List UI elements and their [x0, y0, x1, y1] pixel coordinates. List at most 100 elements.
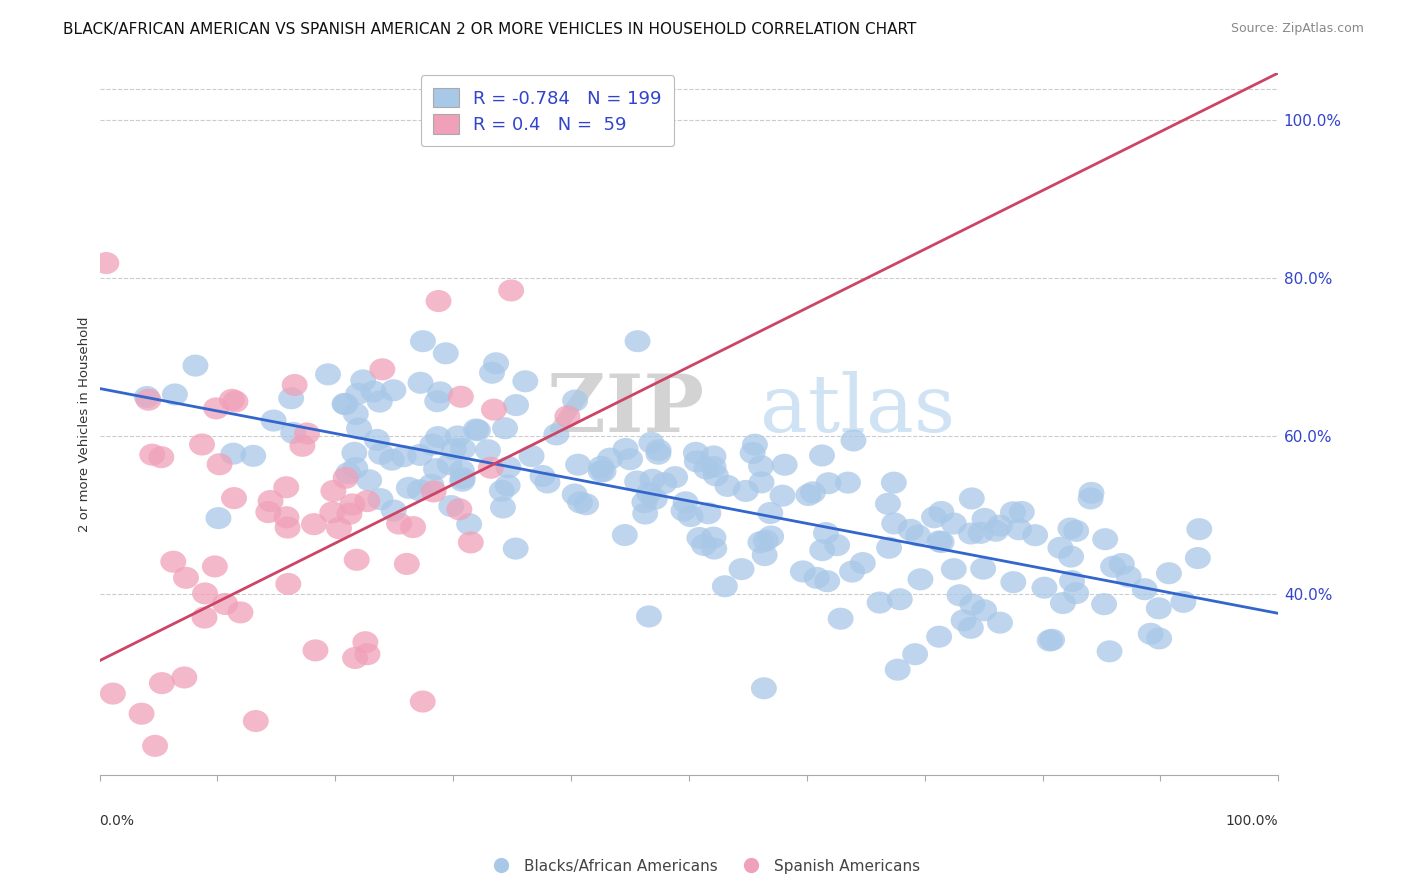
Ellipse shape — [367, 391, 392, 413]
Ellipse shape — [204, 397, 229, 419]
Ellipse shape — [302, 640, 329, 662]
Ellipse shape — [478, 457, 503, 479]
Ellipse shape — [423, 458, 449, 480]
Ellipse shape — [301, 513, 328, 535]
Ellipse shape — [315, 363, 342, 385]
Ellipse shape — [276, 573, 301, 595]
Ellipse shape — [640, 468, 665, 491]
Ellipse shape — [612, 524, 638, 546]
Ellipse shape — [134, 386, 160, 408]
Ellipse shape — [256, 501, 281, 523]
Ellipse shape — [350, 369, 377, 392]
Ellipse shape — [1187, 518, 1212, 541]
Ellipse shape — [1132, 578, 1157, 600]
Ellipse shape — [450, 470, 475, 491]
Ellipse shape — [183, 354, 208, 376]
Ellipse shape — [475, 439, 501, 461]
Ellipse shape — [205, 507, 232, 529]
Ellipse shape — [758, 502, 783, 524]
Ellipse shape — [326, 517, 352, 540]
Ellipse shape — [624, 330, 651, 352]
Ellipse shape — [882, 472, 907, 493]
Ellipse shape — [449, 385, 474, 408]
Ellipse shape — [1007, 518, 1032, 541]
Ellipse shape — [221, 442, 246, 465]
Ellipse shape — [733, 480, 759, 502]
Ellipse shape — [93, 252, 120, 274]
Ellipse shape — [343, 403, 368, 425]
Ellipse shape — [967, 522, 994, 544]
Ellipse shape — [1039, 629, 1066, 651]
Ellipse shape — [875, 492, 901, 515]
Ellipse shape — [686, 527, 713, 549]
Ellipse shape — [406, 479, 433, 501]
Ellipse shape — [394, 553, 420, 575]
Ellipse shape — [841, 429, 866, 451]
Ellipse shape — [463, 418, 489, 441]
Ellipse shape — [1059, 546, 1084, 567]
Ellipse shape — [804, 566, 830, 589]
Text: BLACK/AFRICAN AMERICAN VS SPANISH AMERICAN 2 OR MORE VEHICLES IN HOUSEHOLD CORRE: BLACK/AFRICAN AMERICAN VS SPANISH AMERIC… — [63, 22, 917, 37]
Ellipse shape — [481, 399, 508, 421]
Ellipse shape — [700, 526, 727, 549]
Ellipse shape — [810, 539, 835, 561]
Ellipse shape — [221, 487, 247, 509]
Legend: R = -0.784   N = 199, R = 0.4   N =  59: R = -0.784 N = 199, R = 0.4 N = 59 — [420, 75, 675, 146]
Ellipse shape — [280, 422, 307, 444]
Ellipse shape — [972, 508, 997, 530]
Ellipse shape — [1059, 570, 1085, 592]
Ellipse shape — [408, 444, 433, 466]
Ellipse shape — [426, 290, 451, 312]
Ellipse shape — [188, 434, 215, 456]
Ellipse shape — [866, 591, 893, 614]
Ellipse shape — [702, 538, 727, 559]
Ellipse shape — [228, 601, 253, 624]
Ellipse shape — [748, 455, 773, 477]
Ellipse shape — [441, 438, 467, 460]
Ellipse shape — [419, 434, 446, 456]
Ellipse shape — [427, 382, 453, 403]
Ellipse shape — [1063, 520, 1090, 542]
Ellipse shape — [1146, 627, 1173, 649]
Ellipse shape — [1000, 501, 1026, 524]
Ellipse shape — [446, 499, 472, 520]
Ellipse shape — [700, 445, 727, 467]
Ellipse shape — [876, 537, 903, 558]
Ellipse shape — [884, 658, 911, 681]
Ellipse shape — [240, 445, 266, 467]
Ellipse shape — [378, 449, 405, 471]
Ellipse shape — [449, 459, 475, 482]
Ellipse shape — [693, 458, 720, 480]
Ellipse shape — [243, 710, 269, 732]
Ellipse shape — [202, 556, 228, 577]
Ellipse shape — [703, 464, 728, 486]
Ellipse shape — [333, 467, 359, 489]
Ellipse shape — [683, 450, 710, 473]
Ellipse shape — [444, 425, 471, 448]
Text: Source: ZipAtlas.com: Source: ZipAtlas.com — [1230, 22, 1364, 36]
Ellipse shape — [887, 588, 912, 610]
Ellipse shape — [1036, 630, 1063, 651]
Ellipse shape — [769, 484, 796, 507]
Ellipse shape — [970, 558, 995, 580]
Ellipse shape — [479, 361, 505, 384]
Ellipse shape — [972, 599, 997, 622]
Ellipse shape — [172, 666, 197, 689]
Ellipse shape — [839, 560, 865, 582]
Ellipse shape — [751, 677, 778, 699]
Ellipse shape — [149, 446, 174, 468]
Ellipse shape — [651, 472, 678, 494]
Ellipse shape — [339, 493, 366, 516]
Ellipse shape — [100, 682, 125, 705]
Ellipse shape — [814, 570, 841, 592]
Ellipse shape — [1170, 591, 1197, 613]
Ellipse shape — [636, 606, 662, 627]
Ellipse shape — [690, 534, 717, 556]
Ellipse shape — [191, 607, 218, 629]
Ellipse shape — [381, 500, 406, 522]
Ellipse shape — [813, 522, 839, 544]
Ellipse shape — [512, 370, 538, 392]
Ellipse shape — [1050, 592, 1076, 614]
Ellipse shape — [624, 470, 650, 492]
Ellipse shape — [588, 460, 614, 483]
